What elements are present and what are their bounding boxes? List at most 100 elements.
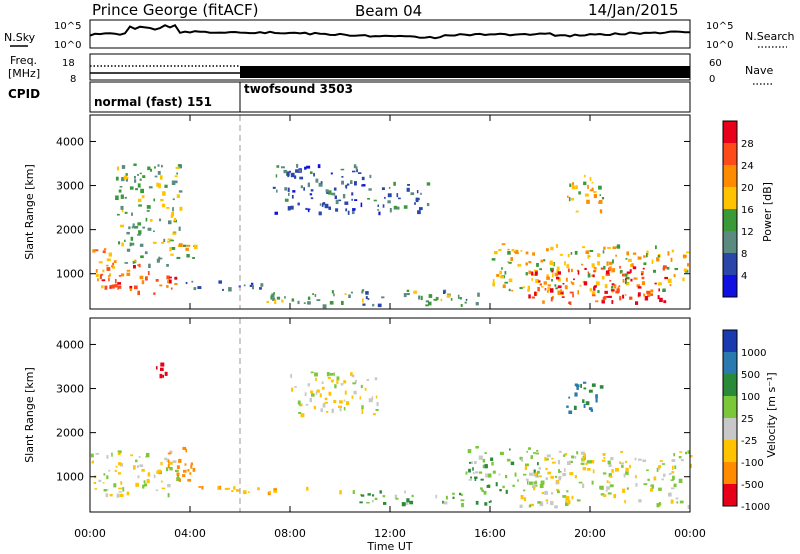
velocity-region-7-cell — [533, 483, 536, 488]
power-region-8-cell — [519, 287, 523, 290]
power-region-9-cell — [531, 296, 535, 299]
power-region-2-cell — [153, 198, 156, 202]
power-region-6-cell — [333, 293, 335, 297]
power-region-7-cell — [389, 208, 392, 213]
power-region-2-cell — [160, 199, 164, 202]
power-region-1-cell — [133, 265, 136, 269]
velocity-region-0-cell — [118, 462, 122, 466]
power-region-6-cell — [270, 295, 273, 300]
velocity-region-1-cell — [182, 446, 187, 450]
power-region-5-cell — [358, 172, 362, 174]
velocity-region-1-cell — [167, 464, 170, 469]
power-region-2-cell — [134, 176, 136, 179]
power-y-axis-label: Slant Range [km] — [23, 164, 36, 260]
power-region-7-cell — [426, 182, 431, 186]
velocity-ytick-label: 1000 — [56, 471, 84, 484]
power-region-2-cell — [125, 177, 129, 179]
power-region-9-cell — [624, 294, 627, 296]
power-region-2-cell — [153, 230, 155, 232]
velocity-region-5-cell — [452, 492, 455, 495]
power-region-8-cell — [593, 267, 597, 270]
velocity-region-5-cell — [445, 495, 448, 500]
power-region-2-cell — [159, 175, 163, 180]
power-colorbar-frame — [722, 120, 738, 298]
power-region-6-cell — [420, 295, 423, 301]
velocity-region-4-cell — [304, 392, 307, 397]
velocity-colorbar-swatch — [723, 352, 737, 375]
velocity-region-0-cell — [115, 465, 118, 468]
power-region-8-cell — [546, 276, 550, 280]
power-region-4-cell — [252, 285, 254, 290]
velocity-region-7-cell — [551, 457, 554, 460]
velocity-colorbar-swatch — [723, 396, 737, 419]
power-region-1-cell — [170, 287, 173, 290]
power-region-5-cell — [287, 187, 290, 192]
velocity-region-6-cell — [523, 489, 526, 492]
velocity-region-7-cell — [565, 496, 568, 500]
velocity-region-1-cell — [168, 459, 170, 464]
power-region-2-cell — [139, 172, 142, 175]
power-region-3-cell — [185, 247, 189, 251]
velocity-region-3-cell — [273, 488, 277, 491]
power-region-8-cell — [504, 281, 509, 284]
velocity-region-4-cell — [345, 401, 350, 405]
power-region-7-cell — [396, 206, 400, 210]
velocity-region-4-cell — [374, 377, 378, 381]
power-region-6-cell — [435, 296, 439, 300]
velocity-region-7-cell — [546, 501, 549, 505]
velocity-region-0-cell — [143, 483, 148, 487]
power-region-8-cell — [587, 254, 590, 259]
power-region-2-cell — [137, 222, 142, 226]
velocity-region-6-cell — [474, 461, 477, 465]
power-region-2-cell — [152, 241, 157, 244]
velocity-region-7-cell — [615, 467, 619, 472]
power-region-1-cell — [129, 285, 133, 289]
power-region-2-cell — [167, 240, 171, 243]
velocity-region-7-cell — [661, 478, 664, 481]
power-region-6-cell — [403, 293, 407, 298]
velocity-region-6-cell — [468, 468, 471, 473]
power-region-5-cell — [315, 178, 319, 183]
velocity-region-7-cell — [537, 470, 540, 474]
velocity-region-7-cell — [558, 477, 561, 481]
power-region-6-cell — [307, 301, 311, 305]
velocity-region-4-cell — [316, 389, 320, 393]
velocity-region-7-cell — [544, 490, 548, 495]
power-region-10-cell — [575, 185, 578, 189]
date-title: 14/Jan/2015 — [588, 1, 679, 19]
velocity-region-4-cell — [343, 380, 347, 384]
velocity-region-0-cell — [108, 469, 111, 472]
power-region-1-cell — [139, 275, 144, 280]
velocity-region-0-cell — [106, 489, 109, 491]
freq-label-line1: Freq. — [10, 54, 37, 67]
velocity-region-8-cell — [576, 385, 579, 390]
power-region-9-cell — [637, 286, 642, 289]
velocity-region-7-cell — [678, 478, 683, 483]
power-region-7-cell — [393, 205, 397, 210]
velocity-region-5-cell — [452, 496, 455, 499]
velocity-region-7-cell — [592, 469, 595, 474]
power-region-7-cell — [410, 192, 415, 196]
power-region-5-cell — [353, 164, 357, 169]
power-region-8-cell — [591, 291, 596, 296]
velocity-region-0-cell — [113, 483, 117, 488]
velocity-region-7-cell — [672, 465, 674, 470]
velocity-region-7-cell — [649, 488, 654, 492]
velocity-region-8-cell — [595, 398, 598, 403]
power-region-5-cell — [287, 206, 291, 211]
power-region-8-cell — [615, 254, 617, 257]
velocity-region-7-cell — [673, 453, 676, 457]
power-region-8-cell — [535, 279, 540, 284]
velocity-region-4-cell — [375, 395, 378, 399]
power-region-2-cell — [116, 213, 120, 216]
velocity-colorbar-tick: 1000 — [741, 348, 766, 359]
velocity-region-3-cell — [273, 489, 278, 493]
velocity-region-8-cell — [588, 407, 593, 411]
power-region-2-cell — [154, 175, 158, 178]
velocity-region-0-cell — [166, 458, 170, 463]
power-region-6-cell — [406, 293, 410, 296]
power-region-5-cell — [276, 165, 280, 168]
power-region-9-cell — [594, 285, 597, 288]
power-region-8-cell — [591, 263, 595, 268]
power-region-3-cell — [176, 256, 181, 259]
